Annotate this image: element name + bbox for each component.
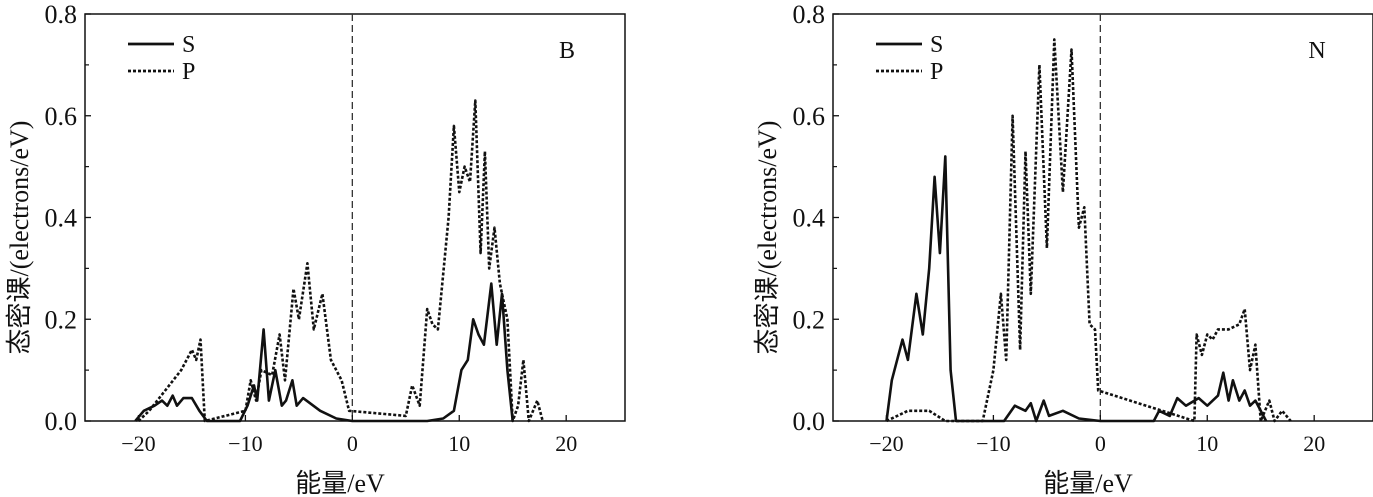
x-axis-label: 能量/eV — [295, 469, 385, 497]
y-tick-label: 0.4 — [793, 204, 826, 233]
legend-label-p: P — [182, 59, 195, 85]
x-axis-label: 能量/eV — [1043, 469, 1133, 497]
x-tick-label: −20 — [869, 431, 903, 456]
plot-frame — [84, 13, 626, 422]
x-tick-label: 0 — [1095, 431, 1106, 456]
x-tick-label: 20 — [1303, 431, 1325, 456]
y-tick-label: 0.6 — [45, 102, 78, 131]
plot-frame — [832, 13, 1373, 422]
y-tick-label: 0.2 — [45, 305, 78, 334]
y-tick-label: 0.4 — [45, 204, 78, 233]
x-tick-label: −20 — [121, 431, 155, 456]
series-line-p — [885, 38, 1292, 423]
series-line-s — [885, 155, 1268, 423]
x-tick-label: −10 — [228, 431, 262, 456]
x-tick-label: 0 — [347, 431, 358, 456]
legend-label-p: P — [930, 59, 943, 85]
y-tick-label: 0.8 — [45, 0, 78, 29]
chart-panel-b: 0.0 0.2 0.4 0.6 0.8 −20 −10 0 10 20 能量/eV 态密课/(elec… — [5, 0, 626, 497]
x-tick-label: 10 — [448, 431, 470, 456]
series-line-p — [137, 99, 544, 423]
x-tick-label: 10 — [1196, 431, 1218, 456]
chart-panel-n: 0.0 0.2 0.4 0.6 0.8 −20 −10 0 10 20 能量/eV 态密课/(elec… — [753, 0, 1373, 497]
y-axis-label: 态密课/(electrons/eV) — [5, 121, 34, 355]
y-tick-label: 0.8 — [793, 0, 826, 29]
legend-label-s: S — [182, 32, 195, 58]
legend-label-s: S — [930, 32, 943, 58]
y-axis-label: 态密课/(electrons/eV) — [753, 121, 782, 355]
series-line-s — [134, 282, 514, 423]
y-tick-label: 0.0 — [793, 407, 826, 436]
y-tick-label: 0.6 — [793, 102, 826, 131]
panel-label: B — [559, 38, 575, 64]
y-tick-label: 0.2 — [793, 305, 826, 334]
y-tick-label: 0.0 — [45, 407, 78, 436]
x-tick-label: −10 — [976, 431, 1010, 456]
x-tick-label: 20 — [555, 431, 577, 456]
panel-label: N — [1308, 38, 1325, 64]
